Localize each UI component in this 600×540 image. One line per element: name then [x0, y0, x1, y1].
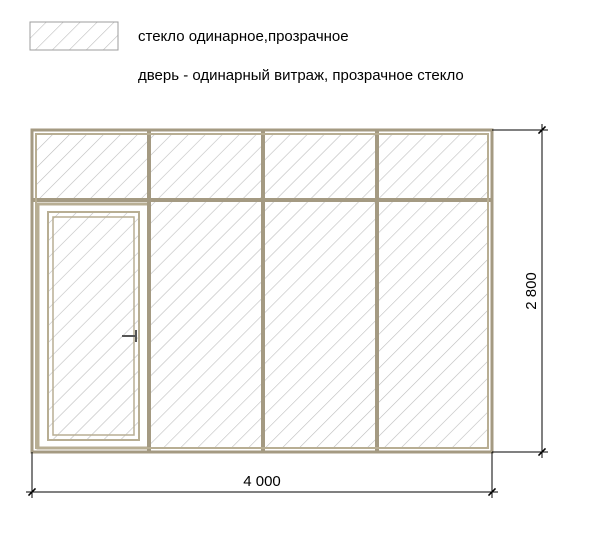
- glass-pane: [265, 134, 375, 198]
- legend-glass-label: стекло одинарное,прозрачное: [138, 28, 349, 45]
- legend-swatch: [30, 22, 118, 50]
- diagram-svg: стекло одинарное,прозрачное дверь - одина…: [0, 0, 600, 535]
- door-leaf: [48, 212, 139, 440]
- dimension-width: 4 000: [26, 452, 498, 498]
- diagram-container: стекло одинарное,прозрачное дверь - одина…: [0, 0, 600, 535]
- legend-door-label: дверь - одинарный витраж, прозрачное сте…: [138, 67, 464, 84]
- glass-pane: [151, 134, 261, 198]
- glass-pane: [151, 202, 261, 448]
- glass-pane: [265, 202, 375, 448]
- glass-pane: [379, 202, 488, 448]
- dimension-width-value: 4 000: [243, 473, 281, 490]
- glass-pane: [379, 134, 488, 198]
- glass-pane: [36, 134, 147, 198]
- elevation: [32, 130, 492, 452]
- dimension-height: 2 800: [492, 124, 548, 458]
- dimension-height-value: 2 800: [523, 272, 540, 310]
